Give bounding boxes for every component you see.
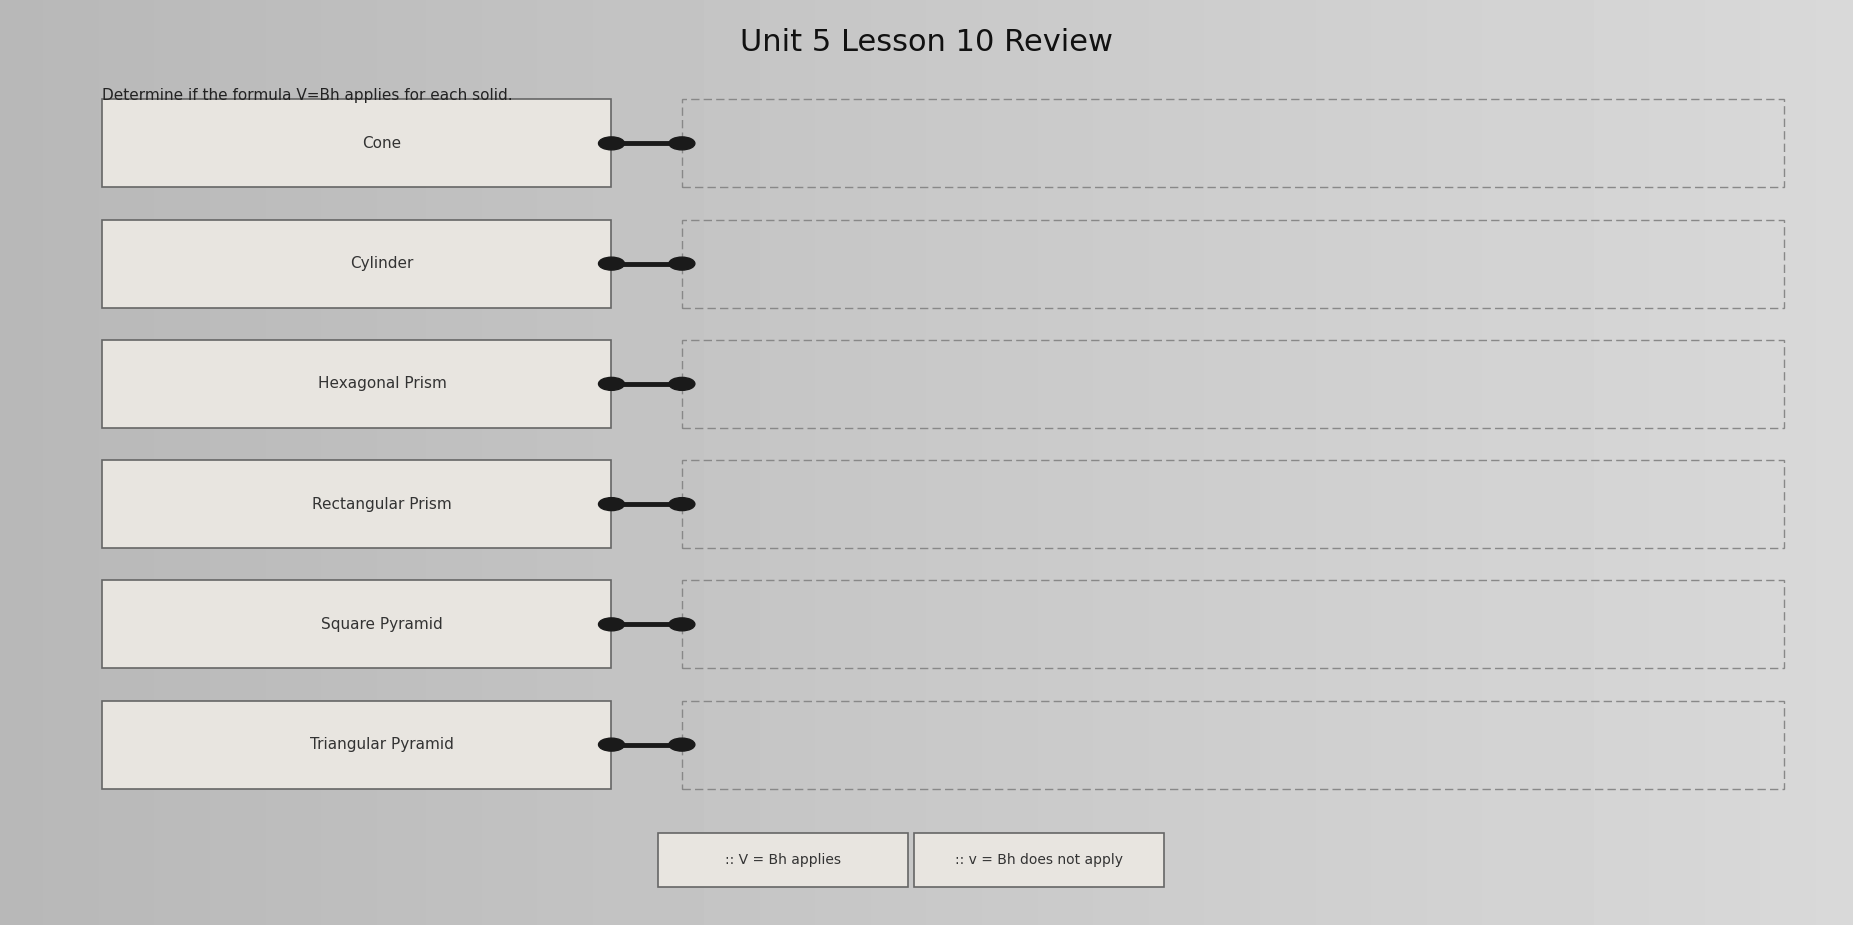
FancyBboxPatch shape xyxy=(102,219,611,307)
FancyBboxPatch shape xyxy=(102,339,611,427)
Text: Rectangular Prism: Rectangular Prism xyxy=(313,497,452,512)
Circle shape xyxy=(669,738,695,751)
Text: :: V = Bh applies: :: V = Bh applies xyxy=(725,853,841,868)
Text: Determine if the formula V=Bh applies for each solid.: Determine if the formula V=Bh applies fo… xyxy=(102,88,513,103)
Text: Cylinder: Cylinder xyxy=(350,256,413,271)
Circle shape xyxy=(669,137,695,150)
Circle shape xyxy=(599,618,624,631)
Text: Unit 5 Lesson 10 Review: Unit 5 Lesson 10 Review xyxy=(739,28,1114,56)
FancyBboxPatch shape xyxy=(102,581,611,668)
Circle shape xyxy=(669,498,695,511)
Circle shape xyxy=(669,618,695,631)
FancyBboxPatch shape xyxy=(914,833,1164,887)
Circle shape xyxy=(669,257,695,270)
FancyBboxPatch shape xyxy=(102,100,611,187)
FancyBboxPatch shape xyxy=(102,460,611,548)
Text: Square Pyramid: Square Pyramid xyxy=(321,617,443,632)
Text: Cone: Cone xyxy=(363,136,402,151)
Text: Triangular Pyramid: Triangular Pyramid xyxy=(309,737,454,752)
Text: Hexagonal Prism: Hexagonal Prism xyxy=(317,376,447,391)
Circle shape xyxy=(599,137,624,150)
FancyBboxPatch shape xyxy=(102,701,611,788)
FancyBboxPatch shape xyxy=(658,833,908,887)
Circle shape xyxy=(599,257,624,270)
Circle shape xyxy=(599,377,624,390)
Circle shape xyxy=(599,498,624,511)
Circle shape xyxy=(599,738,624,751)
Circle shape xyxy=(669,377,695,390)
Text: :: v = Bh does not apply: :: v = Bh does not apply xyxy=(954,853,1123,868)
